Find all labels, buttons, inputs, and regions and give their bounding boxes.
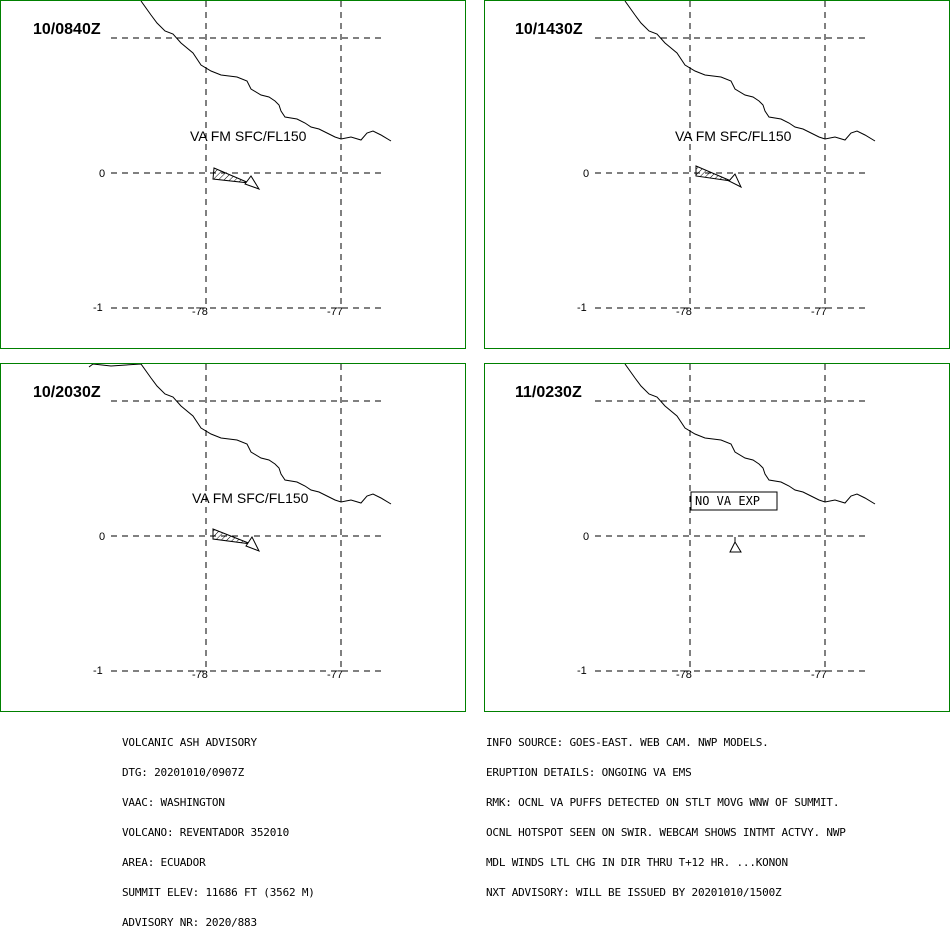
map-panel-4: NO VA EXP 11/0230Z 0 -1 -78 -77 bbox=[484, 363, 950, 712]
lon-label-77: -77 bbox=[811, 306, 827, 318]
no-va-box bbox=[690, 491, 778, 511]
lon-label-77: -77 bbox=[327, 306, 343, 318]
map-panel-3: 10/2030Z VA FM SFC/FL150 0 -1 -78 -77 bbox=[0, 363, 466, 712]
lat-label-minus1: -1 bbox=[93, 665, 103, 677]
advisory-line: RMK: OCNL VA PUFFS DETECTED ON STLT MOVG… bbox=[486, 796, 840, 809]
lat-label-minus1: -1 bbox=[577, 302, 587, 314]
lat-label-0: 0 bbox=[99, 168, 105, 180]
map-panel-2: 10/1430Z VA FM SFC/FL150 0 -1 -78 -77 bbox=[484, 0, 950, 349]
map-panel-1: 10/0840Z VA FM SFC/FL150 0 -1 -78 -77 bbox=[0, 0, 466, 349]
advisory-line: DTG: 20201010/0907Z bbox=[122, 766, 245, 779]
valid-time: 10/2030Z bbox=[33, 384, 101, 401]
advisory-line: ERUPTION DETAILS: ONGOING VA EMS bbox=[486, 766, 692, 779]
lon-label-78: -78 bbox=[676, 669, 692, 681]
ash-plume-icon bbox=[212, 528, 261, 552]
lon-label-78: -78 bbox=[192, 306, 208, 318]
va-level-label: VA FM SFC/FL150 bbox=[675, 128, 792, 144]
lat-label-minus1: -1 bbox=[577, 665, 587, 677]
advisory-line: AREA: ECUADOR bbox=[122, 856, 206, 869]
lat-label-minus1: -1 bbox=[93, 302, 103, 314]
lat-label-0: 0 bbox=[583, 168, 589, 180]
va-level-label: VA FM SFC/FL150 bbox=[192, 490, 309, 506]
coastline bbox=[624, 364, 876, 505]
coastline bbox=[624, 1, 876, 142]
ash-plume-icon bbox=[212, 167, 261, 190]
advisory-details-block: INFO SOURCE: GOES-EAST. WEB CAM. NWP MOD… bbox=[486, 718, 846, 908]
advisory-header-block: VOLCANIC ASH ADVISORY DTG: 20201010/0907… bbox=[122, 718, 315, 938]
va-level-label: VA FM SFC/FL150 bbox=[190, 128, 307, 144]
advisory-line: INFO SOURCE: GOES-EAST. WEB CAM. NWP MOD… bbox=[486, 736, 769, 749]
lon-label-78: -78 bbox=[676, 306, 692, 318]
graticule bbox=[111, 1, 381, 309]
lon-label-77: -77 bbox=[811, 669, 827, 681]
valid-time: 10/0840Z bbox=[33, 21, 101, 38]
advisory-line: SUMMIT ELEV: 11686 FT (3562 M) bbox=[122, 886, 315, 899]
graticule bbox=[595, 364, 865, 672]
map-canvas-2: 10/1430Z VA FM SFC/FL150 0 -1 -78 -77 bbox=[515, 1, 876, 318]
coastline bbox=[140, 1, 392, 142]
advisory-line: VOLCANO: REVENTADOR 352010 bbox=[122, 826, 289, 839]
graticule bbox=[111, 364, 381, 672]
map-canvas-1: 10/0840Z VA FM SFC/FL150 0 -1 -78 -77 bbox=[33, 1, 392, 318]
valid-time: 11/0230Z bbox=[515, 384, 582, 401]
advisory-line: VAAC: WASHINGTON bbox=[122, 796, 225, 809]
lon-label-78: -78 bbox=[192, 669, 208, 681]
ash-plume-icon bbox=[695, 165, 743, 189]
lon-label-77: -77 bbox=[327, 669, 343, 681]
map-canvas-4: NO VA EXP 11/0230Z 0 -1 -78 -77 bbox=[515, 364, 876, 681]
advisory-line: ADVISORY NR: 2020/883 bbox=[122, 916, 257, 929]
advisory-line: OCNL HOTSPOT SEEN ON SWIR. WEBCAM SHOWS … bbox=[486, 826, 846, 839]
no-va-label: NO VA EXP bbox=[695, 494, 760, 508]
valid-time: 10/1430Z bbox=[515, 21, 583, 38]
graticule bbox=[595, 1, 865, 309]
map-canvas-3: 10/2030Z VA FM SFC/FL150 0 -1 -78 -77 bbox=[33, 364, 392, 681]
volcano-icon bbox=[729, 537, 742, 553]
advisory-line: MDL WINDS LTL CHG IN DIR THRU T+12 HR. .… bbox=[486, 856, 788, 869]
coastline bbox=[88, 364, 392, 505]
advisory-line: VOLCANIC ASH ADVISORY bbox=[122, 736, 257, 749]
lat-label-0: 0 bbox=[99, 531, 105, 543]
advisory-line: NXT ADVISORY: WILL BE ISSUED BY 20201010… bbox=[486, 886, 782, 899]
lat-label-0: 0 bbox=[583, 531, 589, 543]
